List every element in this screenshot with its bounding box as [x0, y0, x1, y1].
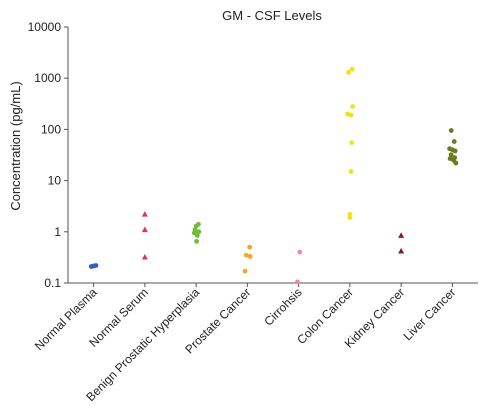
data-point: [398, 232, 405, 238]
y-tick-label: 0.1: [44, 276, 61, 290]
chart-title: GM - CSF Levels: [222, 8, 322, 23]
data-point: [350, 104, 356, 109]
data-point: [295, 279, 300, 285]
axes: [67, 27, 478, 284]
y-axis-label: Concentration (pg/mL): [8, 81, 23, 210]
x-tick-label: Cirrohsis: [261, 285, 304, 328]
data-point: [348, 169, 354, 174]
data-point: [196, 229, 202, 235]
data-point: [348, 112, 354, 118]
data-point: [452, 148, 458, 154]
data-point: [193, 223, 199, 229]
data-point: [349, 140, 355, 146]
data-point: [141, 211, 148, 217]
data-point: [451, 139, 457, 144]
y-tick-label: 100: [41, 122, 61, 136]
y-tick-label: 1: [54, 225, 61, 239]
data-point: [93, 263, 99, 268]
data-point: [347, 215, 353, 220]
data-point: [194, 238, 199, 244]
data-point: [194, 233, 200, 238]
x-tick-label: Liver Cancer: [400, 285, 458, 343]
y-tick-label: 10: [48, 174, 62, 188]
data-point: [448, 128, 454, 133]
y-ticks: 0.1 1 10 100 1000 10000: [28, 20, 68, 290]
data-point: [141, 226, 148, 233]
y-tick-label: 10000: [28, 20, 62, 34]
data-point: [346, 69, 352, 75]
data-point: [349, 66, 355, 72]
data-point: [297, 249, 303, 255]
data-point: [243, 252, 249, 258]
data-point: [141, 253, 148, 260]
data-points: [88, 66, 459, 285]
data-point: [242, 268, 248, 274]
y-tick-label: 1000: [34, 71, 61, 85]
data-point: [398, 247, 405, 254]
data-point: [453, 160, 459, 166]
data-point: [247, 254, 253, 259]
data-point: [247, 244, 253, 250]
data-point: [448, 152, 454, 158]
